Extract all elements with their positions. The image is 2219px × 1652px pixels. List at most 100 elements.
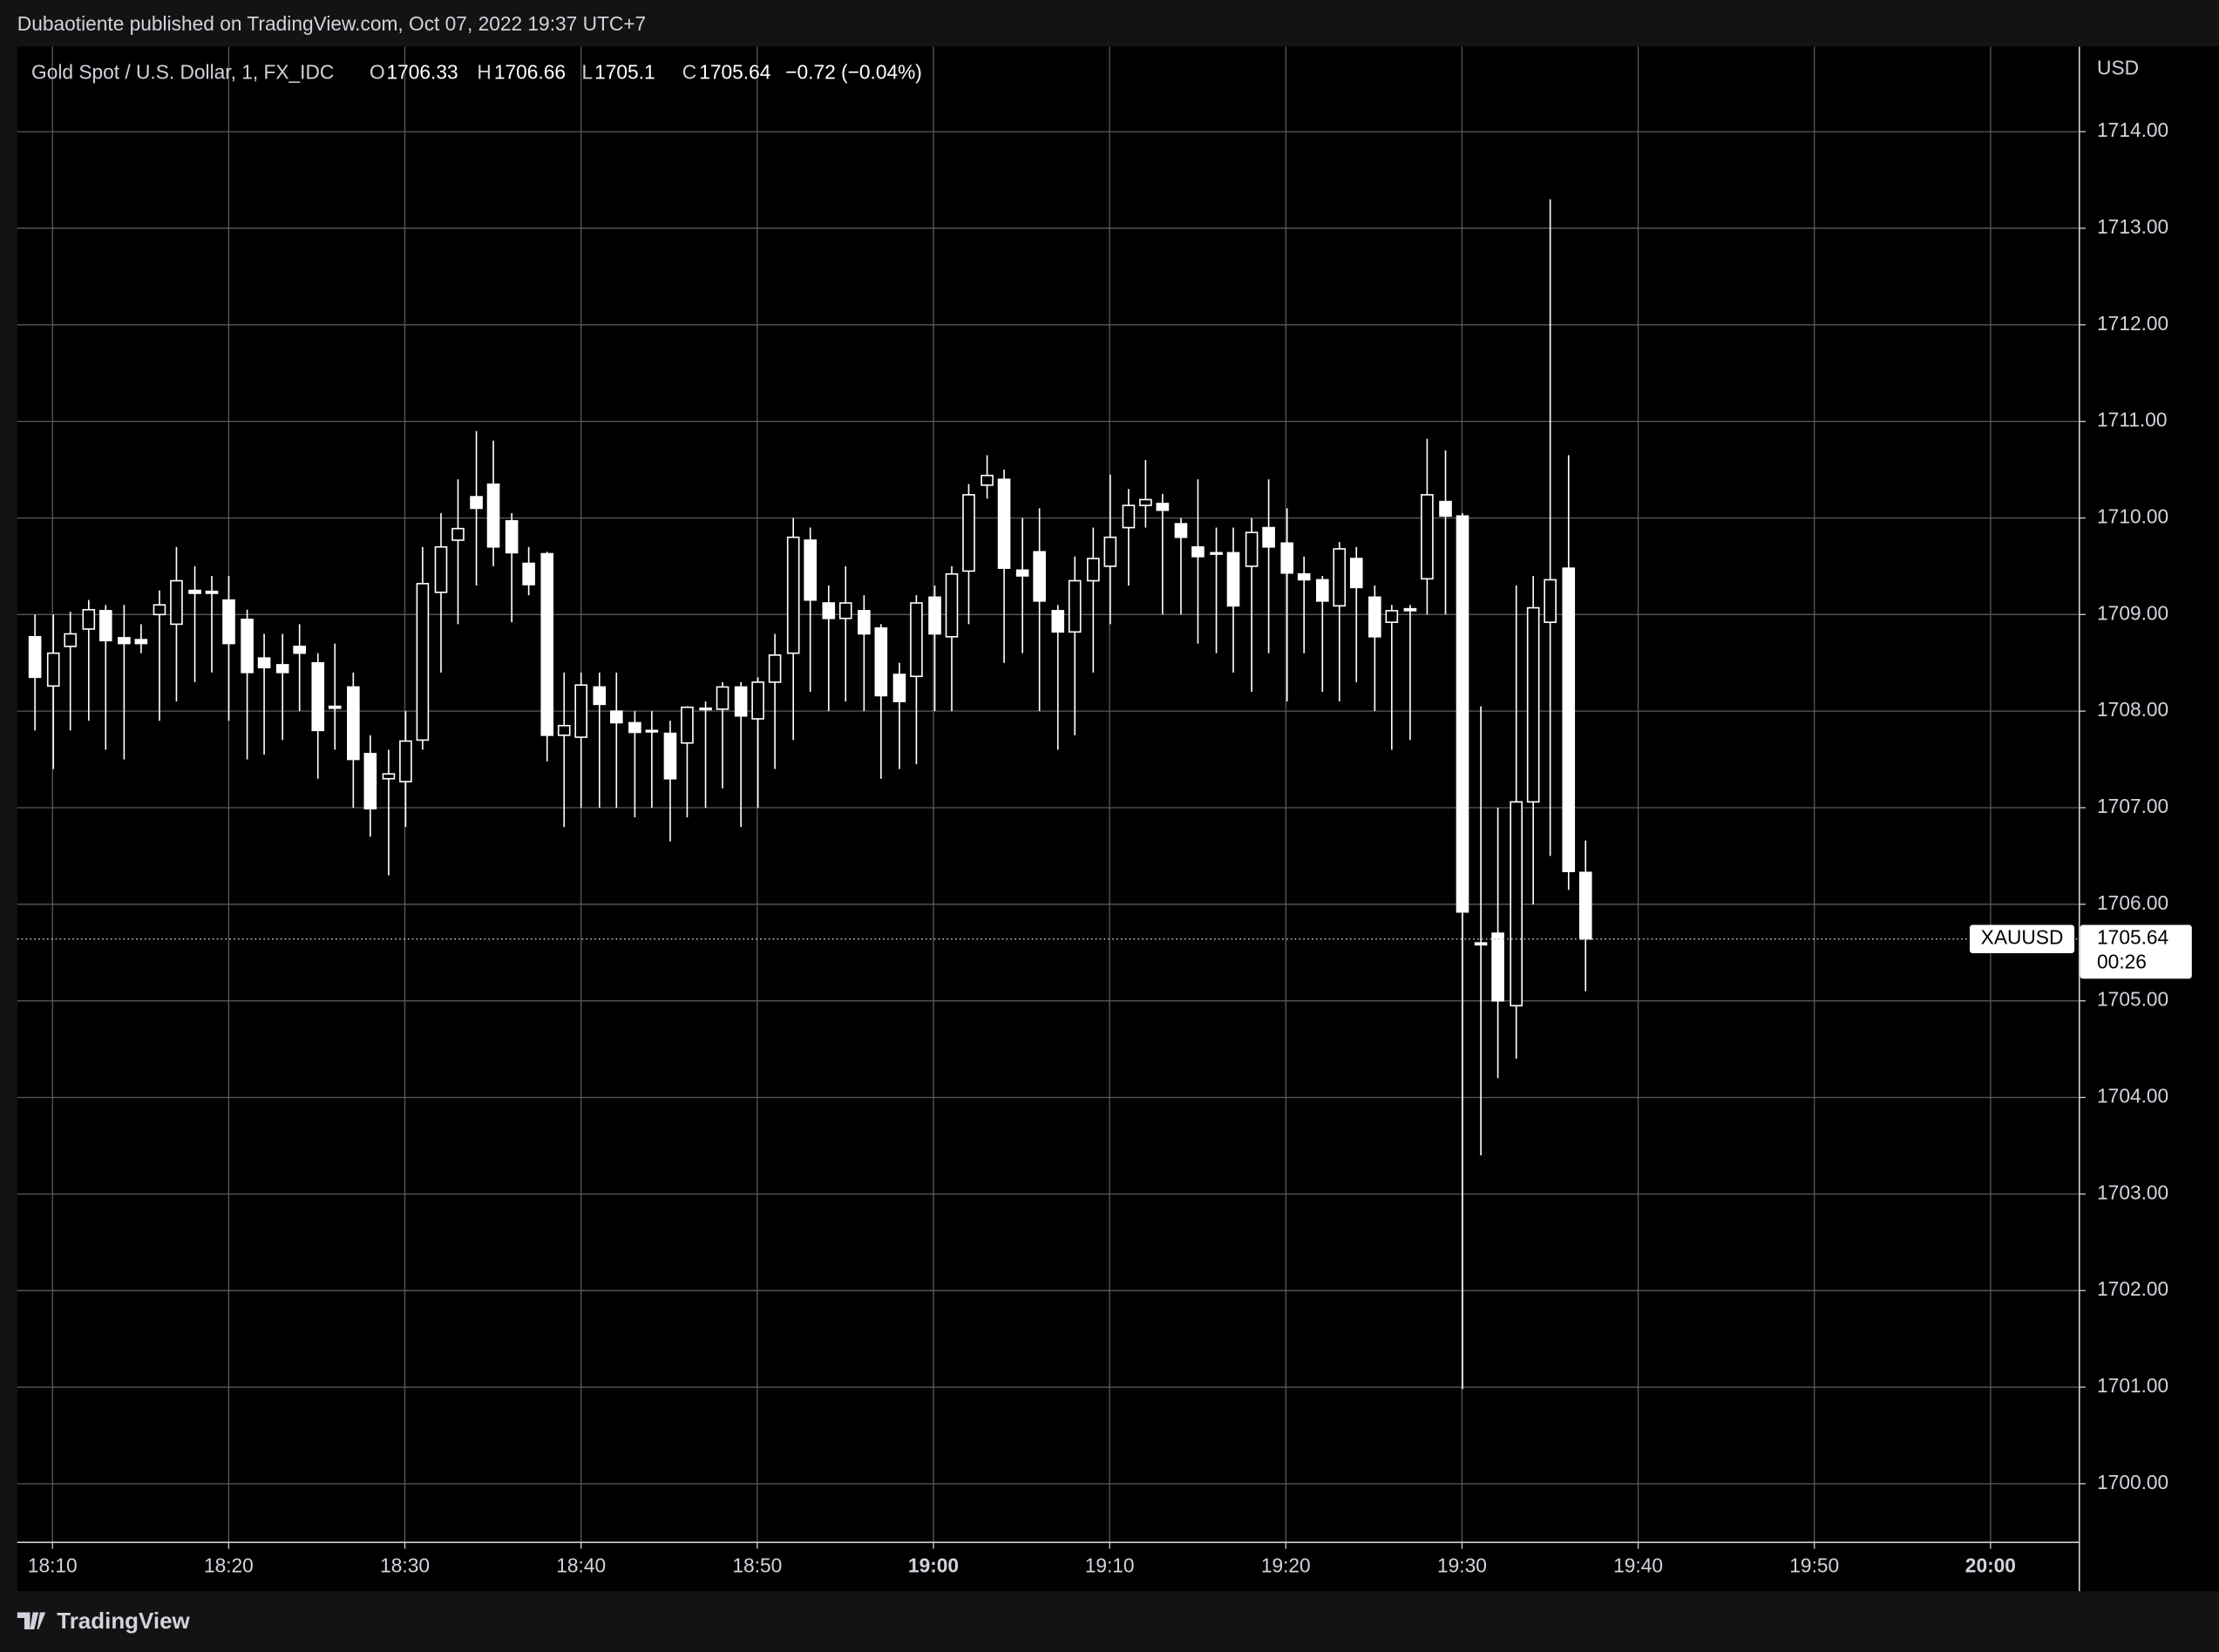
candle-body-down xyxy=(1051,610,1065,633)
x-tick-label: 18:30 xyxy=(380,1554,430,1577)
candle-body-down xyxy=(1156,503,1170,511)
candle-body-down xyxy=(645,729,659,733)
candle-body-up xyxy=(416,583,430,741)
x-tick-label: 18:20 xyxy=(204,1554,254,1577)
candle-body-up xyxy=(786,536,800,654)
brand-name: TradingView xyxy=(57,1608,190,1634)
candle-body-down xyxy=(1491,932,1504,1002)
countdown-label: 00:26 xyxy=(2097,950,2147,972)
x-tick-label: 19:00 xyxy=(908,1554,959,1577)
candle-body-down xyxy=(257,657,271,669)
x-tick-label: 19:40 xyxy=(1613,1554,1663,1577)
y-tick-label: 1712.00 xyxy=(2097,312,2168,335)
candle-body-down xyxy=(1280,542,1294,574)
y-tick-label: 1711.00 xyxy=(2097,409,2167,431)
x-tick-label: 19:10 xyxy=(1085,1554,1135,1577)
y-tick-label: 1700.00 xyxy=(2097,1471,2168,1493)
candle-body-down xyxy=(663,732,677,780)
candle-body-up xyxy=(945,572,959,638)
candle-body-down xyxy=(1191,545,1205,558)
candle-body-up xyxy=(153,604,166,616)
y-tick-label: 1704.00 xyxy=(2097,1085,2168,1107)
candle-body-up xyxy=(1139,498,1152,506)
candle-body-up xyxy=(1087,558,1100,582)
candle-body-down xyxy=(1562,567,1576,872)
candle-body-up xyxy=(910,602,923,678)
candle-body-up xyxy=(451,527,465,541)
candle-body-down xyxy=(628,721,641,734)
y-tick-label: 1701.00 xyxy=(2097,1374,2168,1397)
brand-logo xyxy=(17,1612,46,1630)
candle-body-up xyxy=(434,545,448,593)
candle-body-up xyxy=(1122,504,1136,529)
candle-body-up xyxy=(574,684,588,738)
y-tick-label: 1702.00 xyxy=(2097,1277,2168,1300)
candle-body-down xyxy=(188,589,201,594)
candle-body-down xyxy=(1349,558,1363,589)
candle-body-up xyxy=(46,652,60,687)
candle-body-down xyxy=(363,753,377,809)
axes: 1700.00 1701.00 1702.00 1703.00 1704.00 1705.… xyxy=(28,118,2192,1577)
candles xyxy=(17,199,2079,1390)
candle-body-up xyxy=(962,494,975,572)
time-axis-area xyxy=(17,1543,2079,1592)
candle-body-up xyxy=(681,706,694,744)
y-tick-label: 1713.00 xyxy=(2097,215,2168,238)
candle-body-down xyxy=(1578,871,1592,940)
candle-body-up xyxy=(1385,610,1399,623)
candle-body-down xyxy=(134,639,148,645)
x-tick-label: 19:20 xyxy=(1261,1554,1311,1577)
candle-body-up xyxy=(838,602,852,620)
candle-body-down xyxy=(1474,942,1488,946)
candle-body-up xyxy=(716,686,729,710)
ohlc-value: 1705.1 xyxy=(594,60,655,83)
candle-body-down xyxy=(522,562,535,586)
candle-body-down xyxy=(1226,552,1240,607)
x-tick-label: 18:10 xyxy=(28,1554,78,1577)
symbol-tag-label: XAUUSD xyxy=(1981,926,2064,949)
ohlc-key: C xyxy=(682,60,696,83)
candle-body-down xyxy=(997,478,1011,569)
candle-body-up xyxy=(1421,494,1434,580)
x-tick-label: 18:40 xyxy=(556,1554,606,1577)
candle-body-up xyxy=(981,474,994,486)
x-tick-label: 19:50 xyxy=(1789,1554,1839,1577)
candle-body-down xyxy=(1297,572,1311,581)
last-price-label: 1705.64 xyxy=(2097,926,2168,949)
candle-body-down xyxy=(98,610,112,642)
candle-body-down xyxy=(858,610,871,635)
x-tick-label: 20:00 xyxy=(1965,1554,2016,1577)
candle-body-down xyxy=(1174,523,1188,538)
candle-body-up xyxy=(1333,548,1347,607)
candle-body-down xyxy=(609,710,623,724)
candle-body-up xyxy=(1526,606,1540,803)
candle-body-down xyxy=(205,590,219,594)
x-tick-label: 19:30 xyxy=(1437,1554,1487,1577)
candle-body-down xyxy=(1368,596,1381,638)
change-label: −0.72 (−0.04%) xyxy=(785,60,922,83)
ohlc-key: O xyxy=(370,60,385,83)
candle-body-down xyxy=(1439,500,1452,518)
symbol-tag xyxy=(1969,924,2075,953)
candle-body-down xyxy=(540,552,554,736)
y-tick-label: 1709.00 xyxy=(2097,601,2168,624)
grid xyxy=(17,46,2079,1542)
candle-body-up xyxy=(170,579,183,626)
candle-body-down xyxy=(347,686,360,761)
y-tick-label: 1706.00 xyxy=(2097,891,2168,914)
candle-body-down xyxy=(241,619,254,674)
brand: TradingView xyxy=(17,1608,191,1634)
publisher: Dubaotiente published on TradingView.com… xyxy=(17,12,646,35)
candle-body-up xyxy=(1544,579,1557,623)
ohlc-value: 1706.33 xyxy=(387,60,458,83)
currency-label: USD xyxy=(2097,57,2139,79)
candle-body-down xyxy=(874,627,888,697)
y-tick-label: 1708.00 xyxy=(2097,698,2168,721)
candle-body-up xyxy=(751,681,764,720)
candle-body-down xyxy=(1456,515,1469,913)
candle-body-down xyxy=(1210,552,1223,555)
candle-body-down xyxy=(892,674,906,702)
candle-body-down xyxy=(222,599,235,645)
candle-body-down xyxy=(593,686,607,706)
